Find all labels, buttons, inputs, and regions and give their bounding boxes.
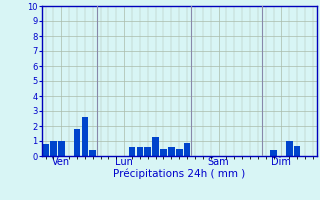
Bar [137, 147, 143, 156]
Bar [168, 147, 175, 156]
Bar [42, 144, 49, 156]
Bar [129, 147, 135, 156]
Bar [58, 141, 65, 156]
Bar [184, 142, 190, 156]
Bar [144, 147, 151, 156]
Bar [294, 146, 300, 156]
X-axis label: Précipitations 24h ( mm ): Précipitations 24h ( mm ) [113, 169, 245, 179]
Bar [270, 150, 277, 156]
Bar [152, 137, 159, 156]
Bar [286, 141, 292, 156]
Bar [160, 148, 167, 156]
Bar [74, 129, 80, 156]
Bar [82, 117, 88, 156]
Bar [50, 141, 57, 156]
Bar [176, 148, 182, 156]
Bar [89, 150, 96, 156]
